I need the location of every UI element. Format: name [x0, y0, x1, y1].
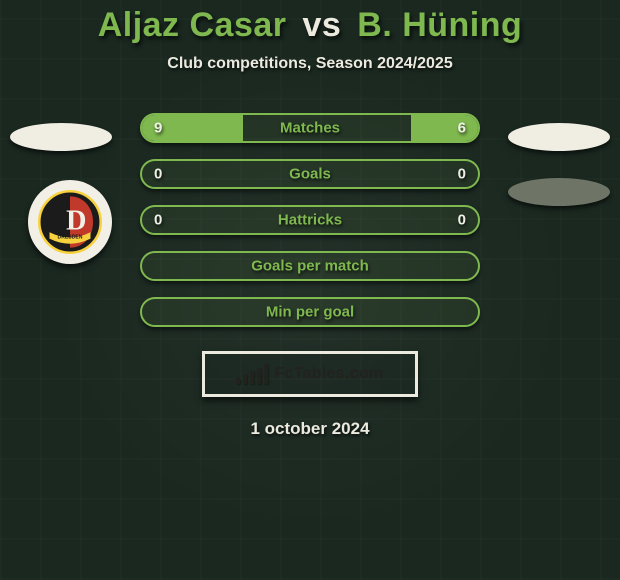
stat-value-right: 0 [458, 212, 466, 229]
player1-name: Aljaz Casar [98, 6, 287, 44]
brand-bars-icon [236, 364, 268, 384]
page-title: Aljaz Casar vs B. Hüning [0, 0, 620, 45]
club-badge: D DRESDEN [28, 180, 112, 264]
stat-label: Matches [280, 120, 340, 137]
brand-box: FcTables.com [202, 351, 418, 397]
stat-value-left: 9 [154, 120, 162, 137]
date-text: 1 october 2024 [0, 419, 620, 439]
subtitle: Club competitions, Season 2024/2025 [0, 55, 620, 73]
stat-value-right: 6 [458, 120, 466, 137]
stat-label: Goals per match [251, 258, 369, 275]
stat-label: Hattricks [278, 212, 342, 229]
stat-value-left: 0 [154, 212, 162, 229]
stat-row: Min per goal [140, 297, 480, 327]
club-badge-letter: D [66, 206, 86, 237]
stat-row: 9 6 Matches [140, 113, 480, 143]
stat-row: 0 0 Hattricks [140, 205, 480, 235]
stat-label: Goals [289, 166, 331, 183]
stat-value-left: 0 [154, 166, 162, 183]
brand-text: FcTables.com [274, 365, 383, 383]
player2-name: B. Hüning [357, 6, 522, 44]
stat-row: 0 0 Goals [140, 159, 480, 189]
player2-kit-oval-2 [508, 178, 610, 206]
stat-fill-right [411, 115, 478, 141]
vs-text: vs [302, 6, 341, 44]
stat-value-right: 0 [458, 166, 466, 183]
stat-label: Min per goal [266, 304, 354, 321]
stat-row: Goals per match [140, 251, 480, 281]
club-badge-banner: DRESDEN [58, 235, 83, 241]
player1-kit-oval [10, 123, 112, 151]
player2-kit-oval-1 [508, 123, 610, 151]
club-badge-icon: D DRESDEN [38, 190, 102, 254]
